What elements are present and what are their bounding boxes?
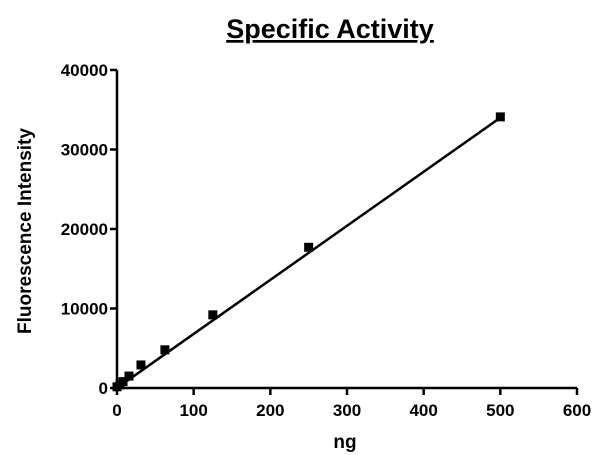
y-ticks: 0 10000 20000 30000 40000: [61, 61, 117, 398]
x-tick-label: 200: [256, 401, 284, 420]
y-tick-label: 20000: [61, 220, 108, 239]
x-ticks: 0 100 200 300 400 500 600: [112, 388, 591, 420]
data-point: [118, 377, 128, 387]
y-tick-label: 40000: [61, 61, 108, 80]
x-tick-label: 300: [333, 401, 361, 420]
x-tick-label: 600: [563, 401, 591, 420]
fit-line: [116, 116, 502, 390]
y-tick-label: 10000: [61, 300, 108, 319]
data-points: [112, 112, 505, 392]
x-tick-label: 0: [112, 401, 121, 420]
y-axis-label: Fluorescence Intensity: [15, 128, 36, 334]
data-point: [124, 371, 134, 381]
x-tick-label: 400: [409, 401, 437, 420]
x-tick-label: 500: [486, 401, 514, 420]
x-axis-label: ng: [333, 432, 356, 453]
x-tick-label: 100: [179, 401, 207, 420]
chart-title: Specific Activity: [226, 14, 434, 44]
data-point: [495, 112, 505, 122]
data-point: [304, 242, 314, 252]
y-tick-label: 30000: [61, 141, 108, 160]
y-tick-label: 0: [99, 379, 108, 398]
data-point: [208, 310, 218, 320]
data-point: [160, 345, 170, 355]
data-point: [136, 360, 146, 370]
